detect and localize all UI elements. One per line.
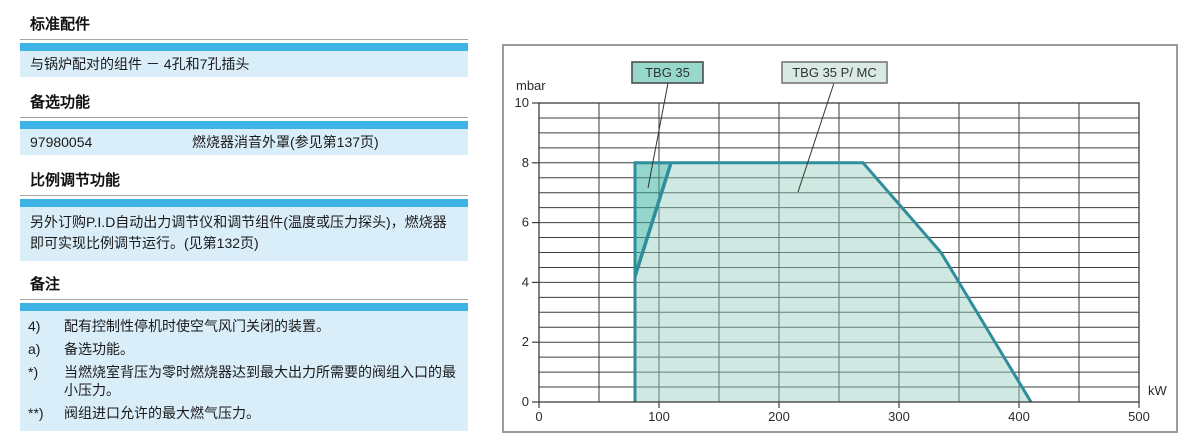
legend-label: TBG 35 [645, 65, 690, 80]
notes-block: 4) 配有控制性停机时使空气风门关闭的装置。 a) 备选功能。 *) 当燃烧室背… [20, 311, 468, 431]
accent-bar [20, 199, 468, 207]
y-tick-label: 6 [522, 215, 529, 230]
legend-box-tbg-35-p-mc [781, 61, 888, 84]
x-tick-label: 0 [535, 409, 542, 424]
region-tbg-35-p-mc [635, 162, 1031, 402]
info-panel: 标准配件 与锅炉配对的组件 － 4孔和7孔插头 备选功能 97980054 燃烧… [20, 13, 468, 431]
part-number: 97980054 [30, 134, 93, 150]
note-item: *) 当燃烧室背压为零时燃烧器达到最大出力所需要的阀组入口的最小压力。 [26, 363, 458, 399]
note-text: 阀组进口允许的最大燃气压力。 [64, 405, 260, 421]
section-standard-accessories: 标准配件 与锅炉配对的组件 － 4孔和7孔插头 [20, 13, 468, 77]
note-marker: **) [28, 405, 44, 421]
accent-bar [20, 303, 468, 311]
section-optional-functions: 备选功能 97980054 燃烧器消音外罩(参见第137页) [20, 91, 468, 155]
section-heading: 备选功能 [20, 91, 468, 118]
section-heading: 比例调节功能 [20, 169, 468, 196]
legend-leader-line [797, 82, 835, 193]
note-item: **) 阀组进口允许的最大燃气压力。 [26, 404, 458, 422]
note-marker: *) [28, 364, 39, 380]
operating-range-chart-panel: 0 100 200 300 400 500 0 2 4 6 8 10 mbar kW TBG 35 TBG 3… [502, 44, 1178, 433]
outlines [633, 161, 1033, 403]
note-item: 4) 配有控制性停机时使空气风门关闭的装置。 [26, 317, 458, 335]
section-modulation: 比例调节功能 另外订购P.I.D自动出力调节仪和调节组件(温度或压力探头)，燃烧… [20, 169, 468, 261]
legend-box-tbg-35 [631, 61, 704, 84]
note-text: 当燃烧室背压为零时燃烧器达到最大出力所需要的阀组入口的最小压力。 [64, 364, 456, 398]
y-tick-label: 8 [522, 155, 529, 170]
note-item: a) 备选功能。 [26, 340, 458, 358]
plot-border [538, 102, 1140, 403]
legend-label: TBG 35 P/ MC [792, 65, 877, 80]
content-row: 与锅炉配对的组件 － 4孔和7孔插头 [20, 51, 468, 77]
x-tick-label: 400 [1008, 409, 1030, 424]
row-text: 与锅炉配对的组件 － 4孔和7孔插头 [30, 56, 250, 72]
note-marker: a) [28, 341, 41, 357]
x-tick-label: 500 [1128, 409, 1150, 424]
section-heading: 备注 [20, 273, 468, 300]
part-description: 燃烧器消音外罩(参见第137页) [192, 134, 379, 150]
note-text: 备选功能。 [64, 341, 134, 357]
accent-bar [20, 43, 468, 51]
note-marker: 4) [28, 318, 41, 334]
axes: 0 100 200 300 400 500 0 2 4 6 8 10 [515, 95, 1150, 424]
envelope [633, 161, 1033, 403]
y-tick-label: 4 [522, 274, 529, 289]
content-row: 97980054 燃烧器消音外罩(参见第137页) [20, 129, 468, 155]
legend: TBG 35 TBG 35 P/ MC [631, 61, 888, 193]
legend-leader-line [647, 82, 669, 189]
accent-bar [20, 121, 468, 129]
y-tick-label: 2 [522, 334, 529, 349]
y-tick-label: 10 [515, 95, 529, 110]
x-tick-label: 100 [648, 409, 670, 424]
y-axis-unit-label: mbar [516, 78, 546, 93]
x-axis-unit-label: kW [1148, 383, 1168, 398]
content-paragraph: 另外订购P.I.D自动出力调节仪和调节组件(温度或压力探头)，燃烧器即可实现比例… [20, 207, 468, 261]
y-tick-label: 0 [522, 394, 529, 409]
note-text: 配有控制性停机时使空气风门关闭的装置。 [64, 318, 330, 334]
tbg35-divider [633, 162, 673, 277]
section-heading: 标准配件 [20, 13, 468, 40]
x-tick-label: 300 [888, 409, 910, 424]
x-tick-label: 200 [768, 409, 790, 424]
paragraph-text: 另外订购P.I.D自动出力调节仪和调节组件(温度或压力探头)，燃烧器即可实现比例… [30, 214, 447, 251]
section-remarks: 备注 4) 配有控制性停机时使空气风门关闭的装置。 a) 备选功能。 *) 当燃… [20, 273, 468, 431]
